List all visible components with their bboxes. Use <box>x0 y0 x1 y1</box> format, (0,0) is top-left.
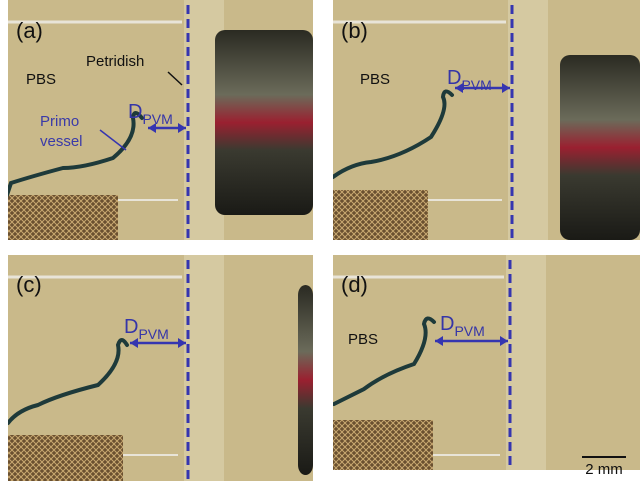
annotation: vessel <box>40 133 83 150</box>
distance-sub: PVM <box>461 77 491 93</box>
annotation: PBS <box>348 331 378 348</box>
panel <box>333 0 640 240</box>
distance-sub: PVM <box>138 326 168 342</box>
panel-label: (a) <box>16 18 43 43</box>
annotation: Primo <box>40 113 79 130</box>
panel-label: (d) <box>341 272 368 297</box>
figure: (a) PBS Petridish Primo vessel DPVM (b) … <box>0 0 644 481</box>
distance-main: D <box>128 101 142 123</box>
foil <box>8 195 118 240</box>
panels <box>7 0 640 481</box>
dish-wall <box>184 255 224 481</box>
dish-wall <box>508 0 548 240</box>
foil <box>8 435 123 481</box>
magnet <box>560 55 640 240</box>
distance-main: D <box>440 313 454 335</box>
foil <box>333 190 428 240</box>
distance-main: D <box>447 67 461 89</box>
distance-sub: PVM <box>454 323 484 339</box>
magnet <box>215 30 313 215</box>
scale-bar-label: 2 mm <box>585 461 623 478</box>
annotation: PBS <box>360 71 390 88</box>
annotation: Petridish <box>86 53 144 70</box>
panel-label: (c) <box>16 272 42 297</box>
distance-sub: PVM <box>142 111 172 127</box>
panel <box>333 255 640 470</box>
panel-label: (b) <box>341 18 368 43</box>
magnet <box>298 285 313 475</box>
annotation: PBS <box>26 71 56 88</box>
dish-wall <box>506 255 546 470</box>
distance-main: D <box>124 316 138 338</box>
foil <box>333 420 433 470</box>
panel <box>8 255 313 481</box>
